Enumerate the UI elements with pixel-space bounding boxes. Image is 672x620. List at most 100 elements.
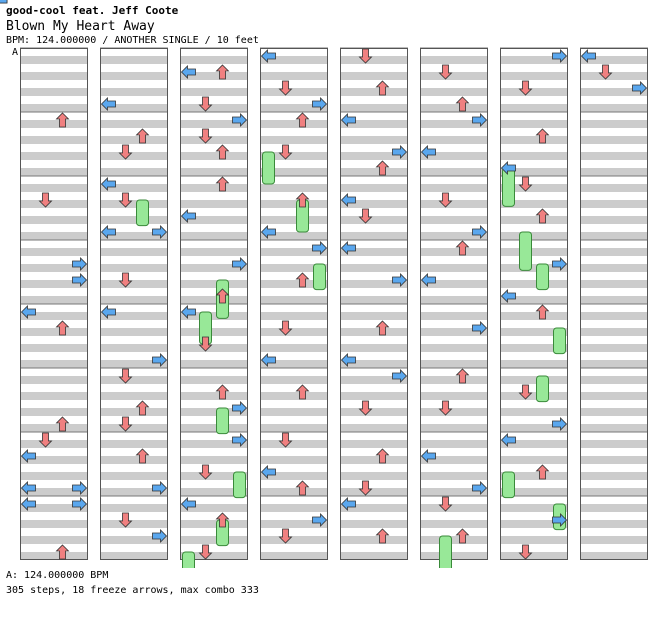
- beat-band: [340, 248, 408, 256]
- beat-band: [580, 152, 648, 160]
- step-arrow: [552, 49, 568, 63]
- step-arrow: [215, 512, 230, 528]
- beat-band: [580, 200, 648, 208]
- beat-band: [100, 200, 168, 208]
- beat-band: [100, 552, 168, 560]
- beat-band: [580, 376, 648, 384]
- beat-band: [260, 360, 328, 368]
- step-arrow: [118, 512, 133, 528]
- beat-band: [580, 312, 648, 320]
- step-arrow: [72, 273, 88, 287]
- beat-band: [180, 120, 248, 128]
- bpm-marker: A: [12, 47, 19, 58]
- beat-band: [420, 472, 488, 480]
- beat-band: [420, 136, 488, 144]
- step-arrow: [392, 369, 408, 383]
- beat-band: [180, 200, 248, 208]
- beat-band: [180, 424, 248, 432]
- beat-band: [180, 184, 248, 192]
- beat-band: [20, 72, 88, 80]
- beat-band: [20, 360, 88, 368]
- beat-band: [180, 152, 248, 160]
- beat-band: [260, 232, 328, 240]
- chart-column: [420, 48, 488, 560]
- beat-band: [340, 504, 408, 512]
- beat-band: [180, 312, 248, 320]
- beat-band: [340, 136, 408, 144]
- beat-band: [580, 248, 648, 256]
- beat-band: [180, 488, 248, 496]
- step-arrow: [260, 49, 276, 63]
- beat-band: [260, 488, 328, 496]
- step-arrow: [20, 481, 36, 495]
- step-arrow: [312, 241, 328, 255]
- beat-band: [580, 488, 648, 496]
- beat-band: [180, 472, 248, 480]
- beat-band: [340, 472, 408, 480]
- step-arrow: [472, 225, 488, 239]
- beat-band: [20, 264, 88, 272]
- beat-band: [420, 120, 488, 128]
- beat-band: [180, 504, 248, 512]
- beat-band: [420, 456, 488, 464]
- beat-band: [580, 296, 648, 304]
- beat-band: [20, 328, 88, 336]
- beat-band: [100, 104, 168, 112]
- step-arrow: [198, 336, 213, 352]
- step-arrow: [232, 113, 248, 127]
- step-arrow: [392, 145, 408, 159]
- beat-band: [180, 248, 248, 256]
- step-arrow: [278, 528, 293, 544]
- step-arrow: [180, 497, 196, 511]
- freeze-arrow: [313, 263, 326, 291]
- step-arrow: [312, 97, 328, 111]
- song-title: Blown My Heart Away: [6, 19, 155, 34]
- beat-band: [180, 56, 248, 64]
- freeze-arrow: [502, 471, 515, 499]
- beat-band: [20, 456, 88, 464]
- beat-band: [580, 392, 648, 400]
- step-arrow: [500, 433, 516, 447]
- beat-band: [580, 440, 648, 448]
- step-arrow: [295, 192, 310, 208]
- beat-band: [20, 216, 88, 224]
- beat-band: [100, 88, 168, 96]
- chart-column: [260, 48, 328, 560]
- beat-band: [580, 408, 648, 416]
- beat-band: [260, 392, 328, 400]
- beat-band: [20, 280, 88, 288]
- freeze-arrow: [553, 327, 566, 355]
- step-arrow: [375, 448, 390, 464]
- step-arrow: [118, 272, 133, 288]
- beat-band: [100, 360, 168, 368]
- step-arrow: [55, 112, 70, 128]
- beat-band: [420, 408, 488, 416]
- beat-band: [420, 168, 488, 176]
- beat-band: [100, 440, 168, 448]
- beat-band: [340, 296, 408, 304]
- step-arrow: [535, 304, 550, 320]
- step-arrow: [295, 272, 310, 288]
- step-arrow: [455, 528, 470, 544]
- step-arrow: [260, 353, 276, 367]
- beat-band: [500, 104, 568, 112]
- beat-band: [340, 72, 408, 80]
- beat-band: [500, 152, 568, 160]
- beat-band: [20, 184, 88, 192]
- beat-band: [100, 392, 168, 400]
- beat-band: [580, 520, 648, 528]
- beat-band: [340, 328, 408, 336]
- beat-band: [20, 168, 88, 176]
- beat-band: [100, 344, 168, 352]
- step-arrow: [340, 241, 356, 255]
- step-arrow: [518, 384, 533, 400]
- beat-band: [260, 472, 328, 480]
- beat-band: [500, 264, 568, 272]
- freeze-arrow: [439, 535, 452, 568]
- beat-band: [420, 360, 488, 368]
- beat-band: [580, 216, 648, 224]
- beat-band: [180, 136, 248, 144]
- beat-band: [420, 232, 488, 240]
- beat-band: [260, 536, 328, 544]
- beat-band: [180, 344, 248, 352]
